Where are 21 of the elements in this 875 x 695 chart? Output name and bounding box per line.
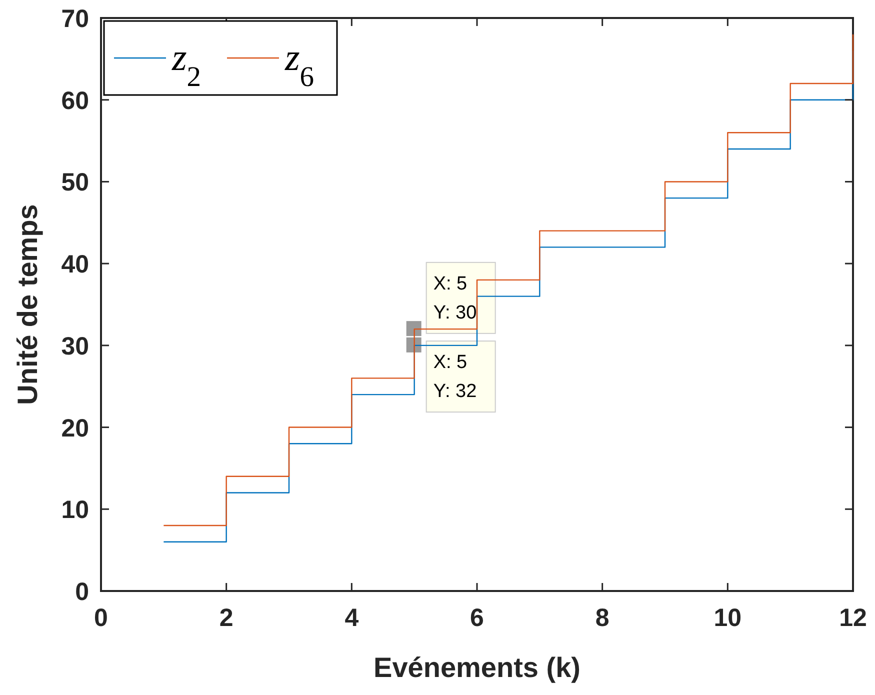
y-tick-label: 0 bbox=[75, 578, 89, 606]
x-axis-title: Evénements (k) bbox=[374, 652, 580, 683]
annotation: X: 5 Y: 30 bbox=[433, 273, 477, 324]
x-tick-label: 6 bbox=[470, 604, 484, 632]
annotation: X: 5 Y: 32 bbox=[433, 352, 477, 402]
legend-label: z$_{6}$ bbox=[284, 37, 314, 92]
x-tick-label: 12 bbox=[839, 604, 867, 632]
legend-label: z$_{2}$ bbox=[171, 37, 202, 92]
x-tick-label: 0 bbox=[94, 604, 108, 632]
y-tick-label: 20 bbox=[61, 414, 89, 442]
y-tick-label: 10 bbox=[61, 496, 89, 524]
y-tick-label: 60 bbox=[61, 86, 89, 115]
y-tick-label: 70 bbox=[61, 5, 89, 33]
y-tick-label: 30 bbox=[61, 332, 89, 360]
y-tick-label: 50 bbox=[61, 168, 89, 197]
x-tick-label: 4 bbox=[344, 604, 359, 632]
x-tick-label: 10 bbox=[714, 604, 742, 632]
y-tick-label: 40 bbox=[61, 250, 89, 279]
x-tick-label: 8 bbox=[595, 604, 610, 632]
x-tick-label: 2 bbox=[219, 604, 234, 632]
y-axis-title: Unité de temps bbox=[12, 204, 43, 405]
